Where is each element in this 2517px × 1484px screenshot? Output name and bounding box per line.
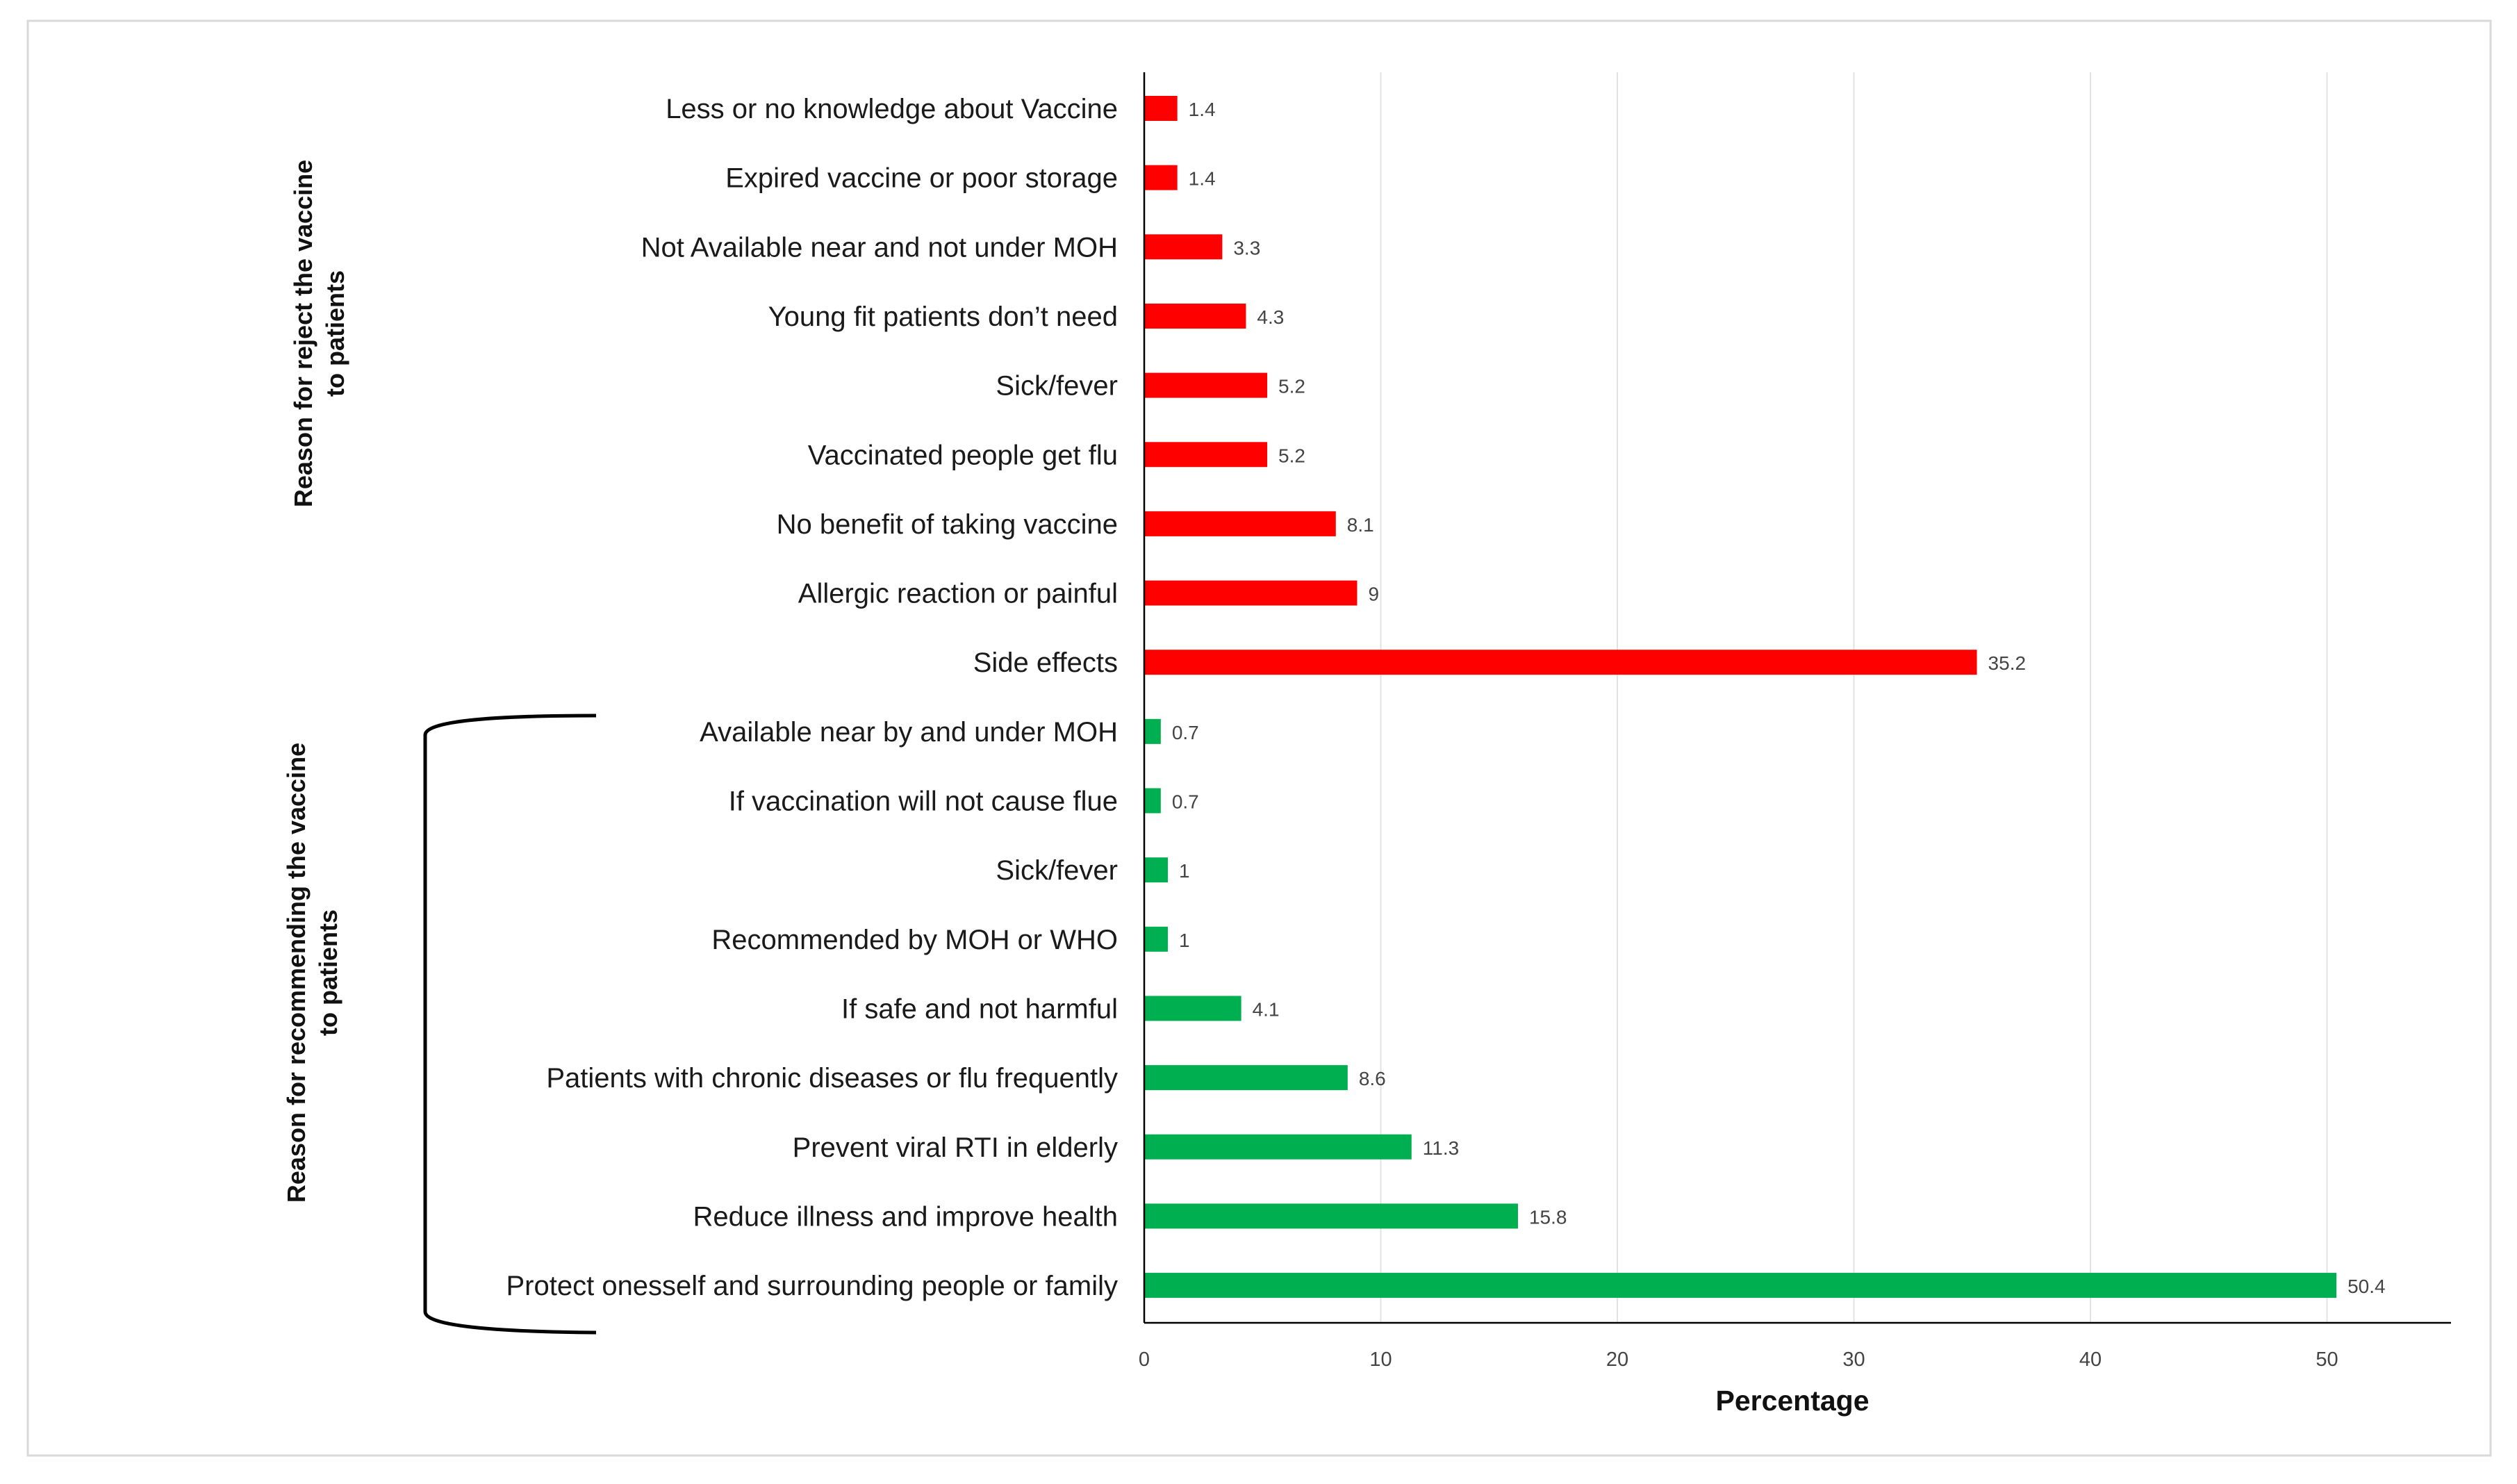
x-tick-label: 20 xyxy=(1606,1349,1628,1371)
data-label: 0.7 xyxy=(1172,791,1199,813)
x-tick-label: 0 xyxy=(1139,1349,1150,1371)
data-label: 1.4 xyxy=(1189,168,1216,190)
category-label: Prevent viral RTI in elderly xyxy=(793,1132,1118,1163)
bar xyxy=(1144,857,1169,883)
category-label: If vaccination will not cause flue xyxy=(729,786,1118,817)
data-label: 1.4 xyxy=(1189,99,1216,120)
data-label: 8.6 xyxy=(1359,1068,1386,1089)
bar xyxy=(1144,650,1977,675)
bar xyxy=(1144,1203,1518,1229)
bar xyxy=(1144,996,1241,1021)
category-label: Reduce illness and improve health xyxy=(693,1201,1118,1232)
bar xyxy=(1144,511,1336,536)
category-label: Available near by and under MOH xyxy=(700,717,1118,748)
data-label: 35.2 xyxy=(1988,652,2027,674)
bar xyxy=(1144,165,1178,190)
bar xyxy=(1144,1065,1348,1091)
category-label: Young fit patients don’t need xyxy=(768,302,1118,332)
x-tick-label: 10 xyxy=(1369,1349,1392,1371)
bar xyxy=(1144,788,1161,814)
gridlines xyxy=(1380,72,2328,1323)
chart-frame xyxy=(26,19,2492,1457)
group-title: Reason for reject the vaccine to patients xyxy=(289,160,349,507)
bar xyxy=(1144,234,1223,260)
x-axis-title: Percentage xyxy=(1715,1385,1869,1417)
category-label: Sick/fever xyxy=(996,371,1118,402)
data-label: 1 xyxy=(1179,860,1190,882)
data-label: 1 xyxy=(1179,930,1190,951)
bar xyxy=(1144,372,1268,398)
data-label: 5.2 xyxy=(1278,376,1305,397)
x-tick-label: 50 xyxy=(2316,1349,2338,1371)
group-title: Reason for recommending the vaccine to pa… xyxy=(282,743,343,1203)
group-title-line: to patients xyxy=(314,909,343,1036)
axes: 0 10 20 30 40 50 Percentage xyxy=(1139,72,2451,1417)
category-label: Sick/fever xyxy=(996,855,1118,886)
group-annotations: Reason for reject the vaccine to patients… xyxy=(282,160,597,1335)
data-label: 3.3 xyxy=(1233,237,1260,258)
bar xyxy=(1144,926,1169,952)
bar xyxy=(1144,580,1357,606)
data-label: 50.4 xyxy=(2347,1276,2386,1297)
bar xyxy=(1144,1134,1412,1160)
bars xyxy=(1144,96,2337,1298)
category-label: Allergic reaction or painful xyxy=(798,579,1118,609)
category-labels: Less or no knowledge about Vaccine 1.4 Exp… xyxy=(506,94,2385,1301)
data-label: 11.3 xyxy=(1423,1137,1459,1159)
bar xyxy=(1144,96,1178,121)
category-label: If safe and not harmful xyxy=(841,994,1118,1024)
data-label: 5.2 xyxy=(1278,445,1305,466)
bar xyxy=(1144,303,1246,329)
category-label: Recommended by MOH or WHO xyxy=(711,925,1118,955)
group-title-line: to patients xyxy=(321,270,349,397)
category-label: Vaccinated people get flu xyxy=(808,440,1118,470)
data-label: 15.8 xyxy=(1529,1206,1567,1228)
category-label: Not Available near and not under MOH xyxy=(641,232,1118,263)
data-label: 9 xyxy=(1368,584,1379,605)
bar xyxy=(1144,1273,2337,1298)
bar xyxy=(1144,718,1161,744)
x-tick-label: 30 xyxy=(1842,1349,1865,1371)
group-title-line: Reason for reject the vaccine xyxy=(289,160,317,507)
category-label: Expired vaccine or poor storage xyxy=(725,163,1118,194)
category-label: Side effects xyxy=(973,648,1118,678)
category-label: Patients with chronic diseases or flu fr… xyxy=(546,1063,1118,1094)
category-label: Protect onesself and surrounding people … xyxy=(506,1271,1118,1301)
category-label: Less or no knowledge about Vaccine xyxy=(666,94,1118,124)
data-label: 0.7 xyxy=(1172,722,1199,743)
data-label: 8.1 xyxy=(1347,514,1374,536)
category-label: No benefit of taking vaccine xyxy=(777,509,1118,540)
data-label: 4.3 xyxy=(1257,306,1284,328)
group-bracket xyxy=(423,714,597,1335)
data-label: 4.1 xyxy=(1253,998,1280,1020)
x-tick-label: 40 xyxy=(2079,1349,2102,1371)
bar xyxy=(1144,442,1268,468)
group-title-line: Reason for recommending the vaccine xyxy=(282,743,311,1203)
